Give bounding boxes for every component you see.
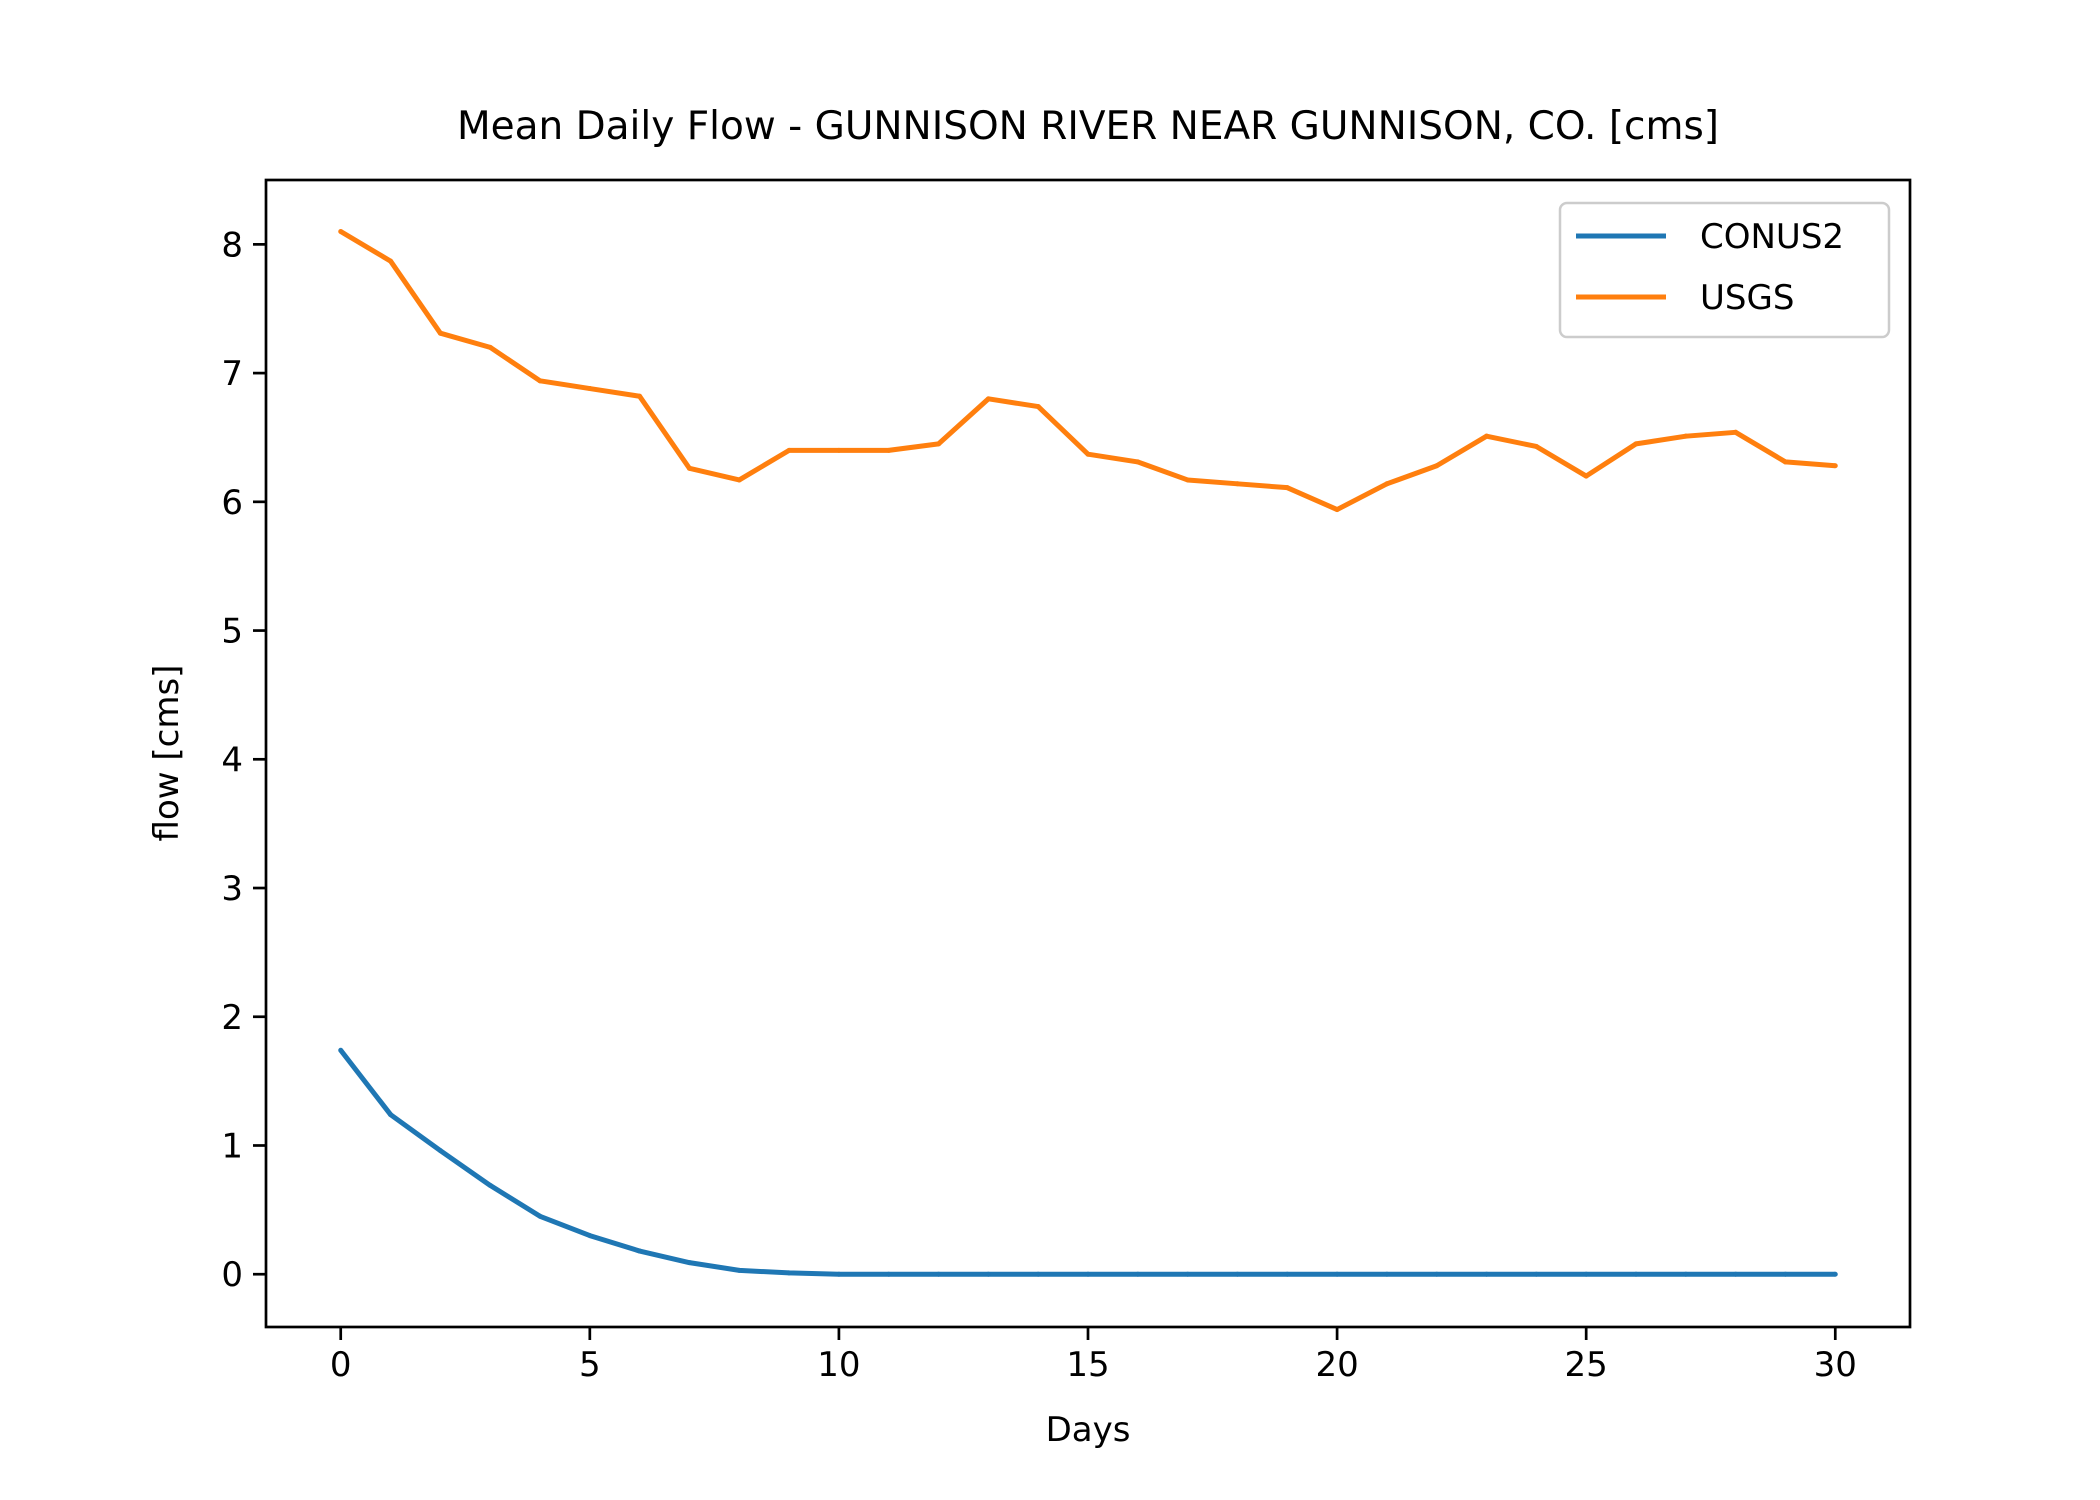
data-point [836,447,842,453]
data-point [1035,404,1041,410]
legend-label-usgs: USGS [1700,278,1794,318]
data-point [637,393,643,399]
legend-label-conus2: CONUS2 [1700,217,1844,257]
data-point [1085,451,1091,457]
data-point [1085,1271,1091,1277]
data-point [736,1267,742,1273]
chart-title: Mean Daily Flow - GUNNISON RIVER NEAR GU… [457,104,1719,149]
y-tick-label: 1 [221,1126,243,1166]
x-tick-label: 10 [817,1345,860,1385]
data-point [1334,507,1340,513]
x-axis-label: Days [1046,1410,1131,1450]
data-point [437,330,443,336]
series-group [338,228,1838,1277]
data-point [537,378,543,384]
y-tick-label: 4 [221,740,243,780]
y-tick-label: 0 [221,1255,243,1295]
x-tick-label: 20 [1315,1345,1358,1385]
series-points-conus2 [338,1047,1838,1277]
data-point [487,1182,493,1188]
x-tick-label: 15 [1066,1345,1109,1385]
data-point [1683,1271,1689,1277]
data-point [786,1270,792,1276]
data-point [1583,473,1589,479]
data-point [1782,459,1788,465]
data-point [1185,477,1191,483]
plot-background [266,180,1910,1327]
data-point [1434,1271,1440,1277]
y-tick-label: 6 [221,483,243,523]
series-points-usgs [338,228,1838,513]
y-tick-label: 7 [221,354,243,394]
y-tick-label: 8 [221,225,243,265]
plot-area [266,180,1910,1327]
data-point [437,1148,443,1154]
data-point [388,1112,394,1118]
data-point [786,447,792,453]
x-tick-label: 25 [1565,1345,1608,1385]
data-point [936,441,942,447]
data-point [1384,481,1390,487]
data-point [1733,429,1739,435]
data-point [886,1271,892,1277]
data-point [1234,1271,1240,1277]
data-point [686,1260,692,1266]
data-point [985,1271,991,1277]
data-point [1633,441,1639,447]
data-point [1733,1271,1739,1277]
data-point [537,1213,543,1219]
data-point [1135,1271,1141,1277]
data-point [1533,1271,1539,1277]
data-point [936,1271,942,1277]
y-axis: 0 1 2 3 4 5 6 7 8 [221,225,266,1295]
data-point [886,447,892,453]
data-point [736,477,742,483]
data-point [1284,485,1290,491]
data-point [1832,463,1838,469]
data-point [338,228,344,234]
data-point [1683,433,1689,439]
data-point [985,396,991,402]
data-point [587,386,593,392]
data-point [1334,1271,1340,1277]
data-point [836,1271,842,1277]
data-point [1533,443,1539,449]
data-point [1135,459,1141,465]
y-axis-label: flow [cms] [147,665,187,842]
data-point [1035,1271,1041,1277]
data-point [388,258,394,264]
x-tick-label: 30 [1814,1345,1857,1385]
data-point [1484,433,1490,439]
x-tick-label: 5 [579,1345,601,1385]
data-point [1434,463,1440,469]
data-point [1484,1271,1490,1277]
data-point [637,1248,643,1254]
data-point [338,1047,344,1053]
legend: CONUS2 USGS [1558,201,1891,339]
y-tick-label: 5 [221,612,243,652]
x-axis: 0 5 10 15 20 25 30 [330,1327,1857,1385]
data-point [1633,1271,1639,1277]
data-point [1782,1271,1788,1277]
data-point [1234,481,1240,487]
data-point [1583,1271,1589,1277]
data-point [1384,1271,1390,1277]
data-point [1185,1271,1191,1277]
y-tick-label: 2 [221,998,243,1038]
data-point [686,465,692,471]
data-point [487,344,493,350]
y-tick-label: 3 [221,869,243,909]
x-tick-label: 0 [330,1345,352,1385]
data-point [1832,1271,1838,1277]
data-point [587,1233,593,1239]
data-point [1284,1271,1290,1277]
